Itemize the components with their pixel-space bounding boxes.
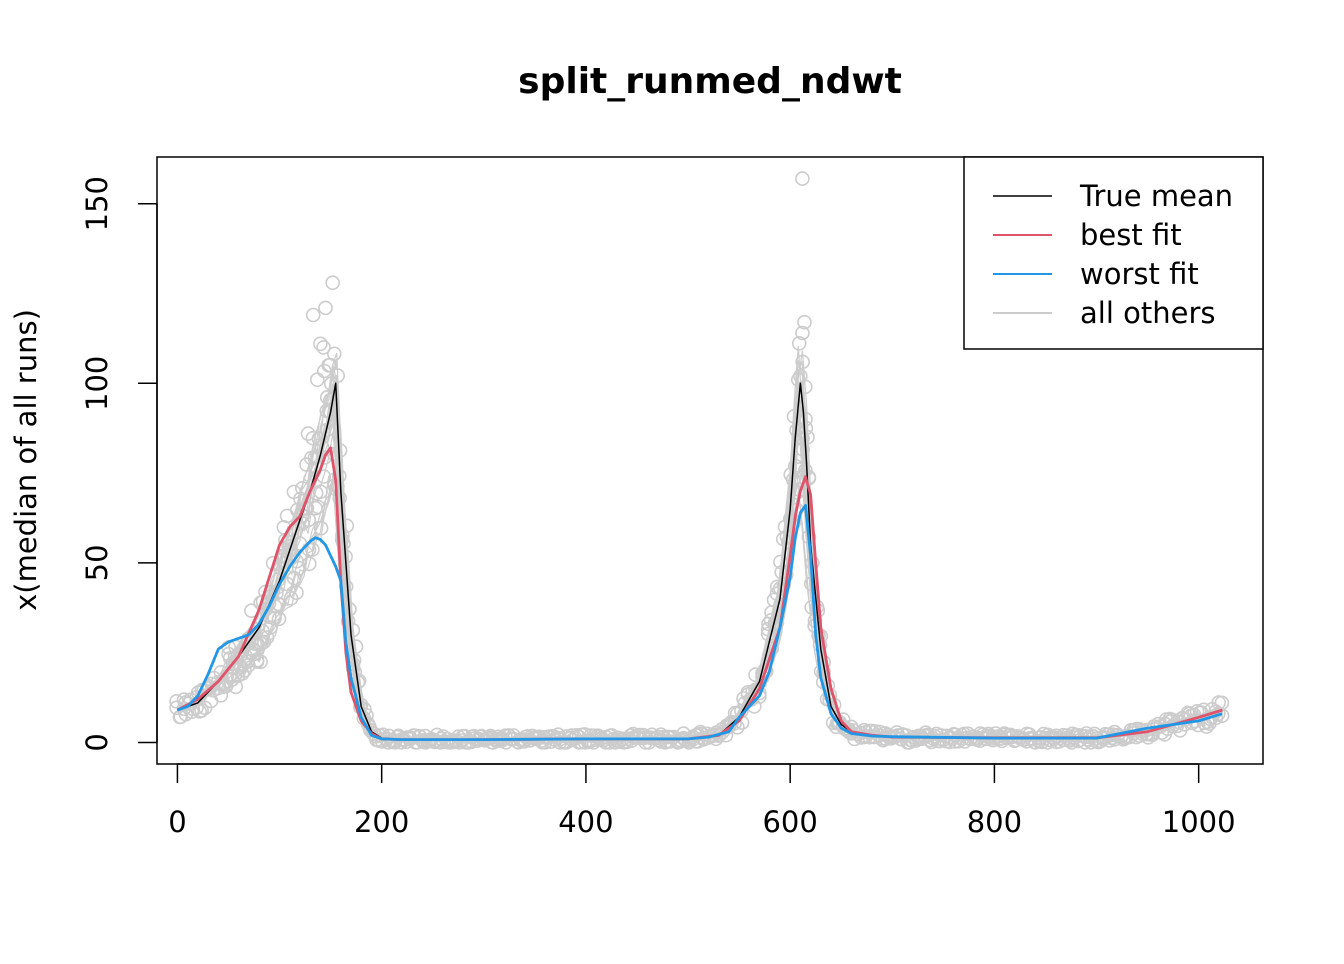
observation-point xyxy=(795,171,810,186)
observation-point xyxy=(318,300,333,316)
other-run-line xyxy=(177,481,1220,742)
other-run-line xyxy=(177,477,1220,742)
observation-point xyxy=(316,340,331,355)
observation-point xyxy=(611,734,627,749)
x-tick-label: 200 xyxy=(354,805,409,839)
series-layer xyxy=(176,382,1223,741)
observation-point xyxy=(760,626,776,642)
observation-point xyxy=(797,314,812,330)
other-run-line xyxy=(177,394,1220,742)
observation-point xyxy=(662,734,678,749)
legend: True mean best fit worst fit all others xyxy=(963,156,1264,350)
observation-point xyxy=(800,429,815,445)
observation-point xyxy=(271,596,286,612)
y-tick-label: 100 xyxy=(80,356,114,411)
observation-point xyxy=(326,346,342,362)
observation-point xyxy=(300,426,316,441)
observation-point xyxy=(348,639,364,654)
observation-point xyxy=(798,411,813,427)
x-tick-label: 0 xyxy=(168,805,186,839)
series-line-worst-fit xyxy=(176,504,1223,741)
observation-point xyxy=(279,508,295,524)
observation-point xyxy=(253,654,268,670)
observation-point xyxy=(789,485,805,500)
observation-point xyxy=(321,357,336,373)
x-tick-label: 800 xyxy=(967,805,1022,839)
observation-point xyxy=(305,307,321,323)
legend-label: best fit xyxy=(1080,218,1182,252)
observation-point xyxy=(769,615,785,630)
observation-point xyxy=(790,372,806,388)
observation-point xyxy=(727,715,743,731)
y-tick-label: 0 xyxy=(80,733,114,751)
observation-point xyxy=(259,630,275,645)
y-tick-label: 50 xyxy=(80,544,114,581)
observation-point xyxy=(267,610,282,626)
observation-point xyxy=(773,554,788,570)
observation-point xyxy=(313,520,329,536)
observation-point xyxy=(283,590,299,606)
x-tick-label: 400 xyxy=(558,805,613,839)
observation-point xyxy=(289,585,304,601)
observation-point xyxy=(305,430,321,446)
observation-point xyxy=(301,512,317,528)
observation-point xyxy=(795,441,811,457)
observation-point xyxy=(332,490,348,506)
observation-point xyxy=(338,579,354,594)
observation-point xyxy=(340,613,356,629)
observation-point xyxy=(335,527,350,543)
observation-point xyxy=(228,679,244,695)
y-tick-label: 150 xyxy=(80,176,114,231)
observation-point xyxy=(313,484,328,500)
observation-point xyxy=(310,499,326,515)
observation-point xyxy=(301,556,317,572)
observation-point xyxy=(294,480,310,496)
axes: 0 200 400 600 800 1000 0 50 100 150 xyxy=(80,176,1236,839)
observation-point xyxy=(314,439,330,455)
other-run-line xyxy=(177,463,1220,742)
y-axis-label: x(median of all runs) xyxy=(9,309,43,611)
observation-point xyxy=(332,443,348,458)
observation-point xyxy=(798,420,814,436)
x-tick-label: 1000 xyxy=(1162,805,1236,839)
observation-point xyxy=(795,325,810,341)
other-run-line xyxy=(177,404,1220,742)
observation-point xyxy=(763,612,779,628)
observation-point xyxy=(262,620,278,635)
observation-point xyxy=(305,542,320,557)
legend-label: True mean xyxy=(1079,179,1233,213)
observation-point xyxy=(194,702,209,718)
observation-point xyxy=(795,354,811,370)
observation-point xyxy=(309,372,325,388)
observation-point xyxy=(339,518,355,534)
other-run-line xyxy=(176,467,1220,742)
observation-point xyxy=(325,275,341,291)
observation-point xyxy=(787,458,803,474)
observation-point xyxy=(748,667,763,683)
other-run-line xyxy=(177,480,1220,742)
observation-point xyxy=(313,336,328,352)
chart-title: split_runmed_ndwt xyxy=(518,61,902,102)
legend-box xyxy=(963,156,1264,350)
observation-point xyxy=(330,368,346,383)
legend-label: worst fit xyxy=(1080,257,1199,291)
observation-point xyxy=(791,335,807,351)
x-tick-label: 600 xyxy=(762,805,817,839)
legend-label: all others xyxy=(1080,296,1215,330)
observation-point xyxy=(271,611,287,627)
observation-point xyxy=(256,634,272,650)
